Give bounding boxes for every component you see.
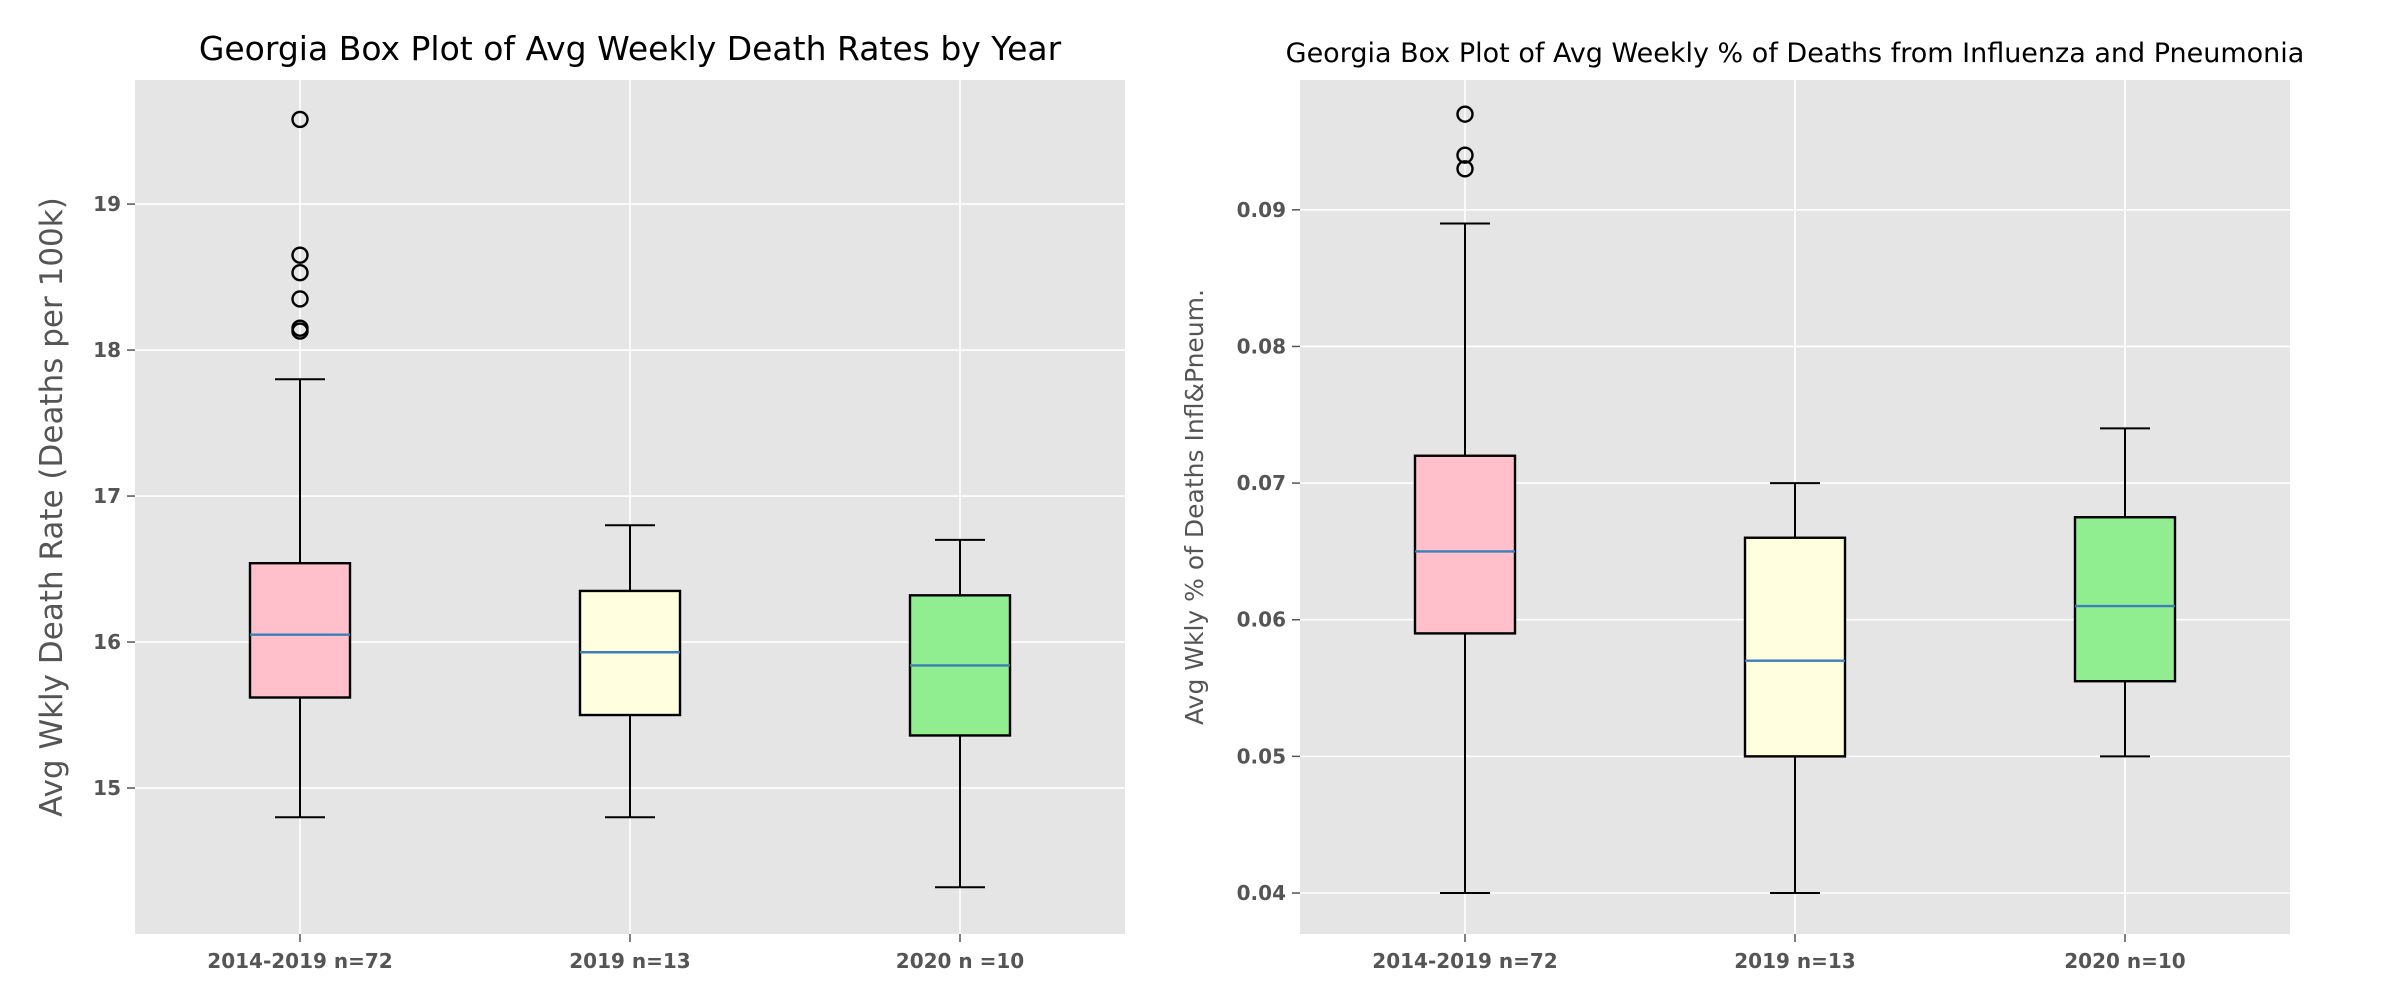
death-rate-y-tick-label: 19	[93, 192, 121, 216]
outlier-point	[291, 290, 309, 308]
death-rate-y-ticks: 15 16 17 18 19	[93, 192, 135, 800]
death-rate-boxplot-panel: 15 16 17 18 19 2014-2019 n=72 2019 n=13 2020 n…	[34, 29, 1125, 973]
interquartile-box	[1413, 454, 1517, 635]
outlier-point	[291, 246, 309, 264]
death-rate-x-ticks: 2014-2019 n=72 2019 n=13 2020 n =10	[207, 934, 1024, 973]
death-rate-box-1	[248, 110, 352, 819]
influenza-pneumonia-boxplot-panel: 0.040.050.060.070.080.09 2014-2019 n=72 2…	[1180, 38, 2304, 973]
outlier-point	[291, 263, 309, 282]
death-rate-x-tick-label: 2014-2019 n=72	[207, 949, 392, 973]
interquartile-box	[2073, 516, 2177, 683]
influenza-pneumonia-y-tick-label: 0.09	[1237, 198, 1286, 222]
influenza-pneumonia-y-tick-label: 0.05	[1237, 744, 1286, 768]
influenza-pneumonia-y-tick-label: 0.07	[1237, 471, 1286, 495]
death-rate-x-tick-label: 2019 n=13	[569, 949, 690, 973]
influenza-pneumonia-chart-title: Georgia Box Plot of Avg Weekly % of Deat…	[1286, 38, 2305, 69]
influenza-pneumonia-y-ticks: 0.04 0.05 0.06 0.07 0.08 0.09	[1237, 198, 1300, 905]
death-rate-box-2	[578, 524, 682, 819]
influenza-pneumonia-x-ticks: 2014-2019 n=72 2019 n=13 2020 n=10	[1372, 934, 2186, 973]
influenza-pneumonia-box-2	[1743, 482, 1847, 895]
influenza-pneumonia-x-tick-label: 2019 n=13	[1734, 949, 1855, 973]
outlier-point	[1456, 160, 1474, 178]
influenza-pneumonia-box-3	[2073, 427, 2177, 758]
influenza-pneumonia-y-tick-label: 0.06	[1237, 608, 1286, 632]
death-rate-boxes	[248, 110, 1012, 889]
outlier-point	[1456, 105, 1474, 123]
death-rate-y-tick-label: 16	[93, 630, 121, 654]
death-rate-x-tick-label: 2020 n =10	[896, 949, 1024, 973]
influenza-pneumonia-y-axis-label: Avg Wkly % of Deaths Infl&Pneum.	[1180, 289, 1209, 725]
death-rate-y-tick-label: 15	[93, 776, 121, 800]
death-rate-y-tick-label: 18	[93, 338, 121, 362]
death-rate-chart-title: Georgia Box Plot of Avg Weekly Death Rat…	[199, 29, 1062, 68]
interquartile-box	[248, 562, 352, 699]
outlier-point	[1456, 146, 1474, 164]
influenza-pneumonia-y-tick-label: 0.08	[1237, 334, 1286, 358]
influenza-pneumonia-x-tick-label: 2014-2019 n=72	[1372, 949, 1557, 973]
influenza-pneumonia-box-1	[1413, 105, 1517, 895]
influenza-pneumonia-y-tick-label: 0.04	[1237, 881, 1286, 905]
outlier-point	[291, 110, 309, 129]
influenza-pneumonia-x-tick-label: 2020 n=10	[2064, 949, 2185, 973]
death-rate-y-tick-label: 17	[93, 484, 121, 508]
interquartile-box	[1743, 536, 1847, 758]
outlier-point	[291, 319, 309, 337]
death-rate-box-3	[908, 538, 1012, 889]
death-rate-y-axis-label: Avg Wkly Death Rate (Deaths per 100k)	[34, 197, 70, 817]
influenza-pneumonia-boxes	[1413, 105, 2177, 895]
